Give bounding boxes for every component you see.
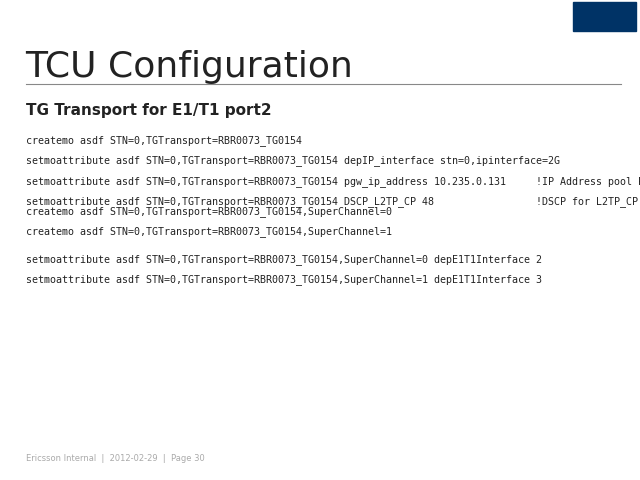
Text: e: e — [598, 7, 610, 25]
Text: setmoattribute asdf STN=0,TGTransport=RBR0073_TG0154 depIP_interface stn=0,ipint: setmoattribute asdf STN=0,TGTransport=RB… — [26, 156, 559, 167]
Text: TG Transport for E1/T1 port2: TG Transport for E1/T1 port2 — [26, 103, 271, 118]
Text: setmoattribute asdf STN=0,TGTransport=RBR0073_TG0154,SuperChannel=1 depE1T1Inter: setmoattribute asdf STN=0,TGTransport=RB… — [26, 275, 541, 286]
Text: createmo asdf STN=0,TGTransport=RBR0073_TG0154,SuperChannel=1: createmo asdf STN=0,TGTransport=RBR0073_… — [26, 227, 392, 238]
Text: createmo asdf STN=0,TGTransport=RBR0073_TG0154,SuperChannel=0: createmo asdf STN=0,TGTransport=RBR0073_… — [26, 206, 392, 217]
Text: setmoattribute asdf STN=0,TGTransport=RBR0073_TG0154 DSCP_L2TP_CP 48            : setmoattribute asdf STN=0,TGTransport=RB… — [26, 196, 640, 207]
Text: TCU Configuration: TCU Configuration — [26, 50, 353, 84]
Text: Ericsson Internal  |  2012-02-29  |  Page 30: Ericsson Internal | 2012-02-29 | Page 30 — [26, 454, 204, 463]
Text: setmoattribute asdf STN=0,TGTransport=RBR0073_TG0154,SuperChannel=0 depE1T1Inter: setmoattribute asdf STN=0,TGTransport=RB… — [26, 254, 541, 265]
Text: ERICSSON: ERICSSON — [590, 23, 618, 27]
Text: setmoattribute asdf STN=0,TGTransport=RBR0073_TG0154 pgw_ip_address 10.235.0.131: setmoattribute asdf STN=0,TGTransport=RB… — [26, 176, 640, 187]
Text: createmo asdf STN=0,TGTransport=RBR0073_TG0154: createmo asdf STN=0,TGTransport=RBR0073_… — [26, 135, 301, 146]
